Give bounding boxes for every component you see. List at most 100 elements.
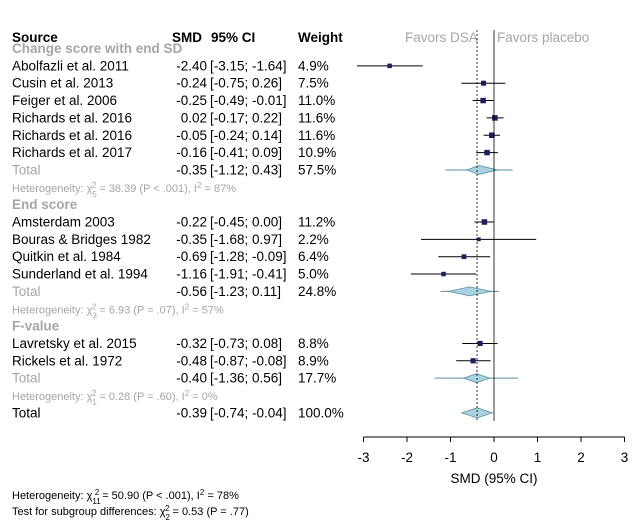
- study-point: [481, 219, 488, 225]
- study-name: Bouras & Bridges 1982: [12, 232, 151, 247]
- study-smd: -0.35: [176, 232, 207, 247]
- study-point: [484, 149, 490, 156]
- study-ci: [-1.91; -0.41]: [210, 267, 287, 282]
- subgroup-total-weight: 24.8%: [298, 284, 336, 299]
- het-df: 5: [92, 189, 97, 198]
- het-df: 3: [92, 311, 97, 320]
- footer-sub-text: = 0.53 (P = .77): [169, 506, 248, 518]
- study-smd: 0.02: [181, 110, 207, 125]
- study-smd: -0.69: [176, 249, 207, 264]
- footer-heterogeneity: Heterogeneity: χ112 = 50.90 (P < .001), …: [12, 488, 239, 506]
- study-weight: 11.6%: [298, 110, 335, 125]
- table-rows: Change score with end SD Abolfazli et al.…: [12, 41, 344, 420]
- study-point: [489, 132, 495, 139]
- study-name: Lavretsky et al. 2015: [12, 336, 137, 351]
- study-name: Richards et al. 2016: [12, 128, 132, 143]
- study-ci: [-0.24; 0.14]: [210, 128, 282, 143]
- study-name: Feiger et al. 2006: [12, 93, 117, 108]
- x-tick-label: 1: [534, 450, 542, 465]
- x-tick-label: -3: [357, 450, 369, 465]
- study-weight: 4.9%: [298, 58, 329, 73]
- study-weight: 5.0%: [298, 267, 329, 282]
- footer-sub-sup: 2: [165, 504, 170, 513]
- study-name: Cusin et al. 2013: [12, 76, 113, 91]
- subgroup-diamond: [462, 373, 491, 384]
- x-axis-label: SMD (95% CI): [450, 471, 537, 486]
- het-i2: = 57%: [189, 304, 224, 316]
- x-axis: -3 -2 -1 0 1 2 3: [357, 436, 629, 465]
- header-ci: 95% CI: [211, 30, 255, 45]
- study-ci: [-3.15; -1.64]: [210, 58, 287, 73]
- overall-diamond: [460, 407, 494, 419]
- study-weight: 7.5%: [298, 76, 329, 91]
- subgroup-total-ci: [-1.36; 0.56]: [210, 371, 282, 386]
- het-i2-sup: 2: [185, 302, 190, 311]
- x-tick-label: -2: [401, 450, 413, 465]
- overall-total-smd: -0.39: [176, 405, 207, 420]
- footer-het-sup: 2: [95, 488, 100, 497]
- favors-left-label: Favors DSA: [405, 30, 478, 45]
- het-text: = 6.93 (P = .07), I: [96, 304, 184, 316]
- x-tick-label: 3: [621, 450, 629, 465]
- study-point: [461, 254, 467, 260]
- subgroup-diamond: [465, 165, 498, 175]
- subgroup-total-weight: 57.5%: [298, 162, 336, 177]
- footer-het-df: 11: [92, 497, 101, 506]
- study-ci: [-0.45; 0.00]: [210, 215, 282, 230]
- subgroup-total-ci: [-1.12; 0.43]: [210, 162, 282, 177]
- het-prefix: Heterogeneity: χ: [12, 391, 93, 403]
- study-ci: [-0.17; 0.22]: [210, 110, 282, 125]
- study-name: Quitkin et al. 1984: [12, 249, 121, 264]
- het-prefix: Heterogeneity: χ: [12, 304, 93, 316]
- study-weight: 11.0%: [298, 93, 335, 108]
- group-heading: End score: [12, 197, 78, 212]
- overall-total-weight: 100.0%: [298, 405, 344, 420]
- footer-het-i2: = 78%: [204, 490, 239, 502]
- study-ci: [-0.73; 0.08]: [210, 336, 282, 351]
- footer-subgroup-test: Test for subgroup differences: χ22 = 0.5…: [12, 504, 249, 521]
- study-weight: 2.2%: [298, 232, 329, 247]
- study-name: Abolfazli et al. 2011: [12, 58, 129, 73]
- group-heading: F-value: [12, 319, 60, 334]
- subgroup-total-label: Total: [12, 371, 41, 386]
- study-name: Sunderland et al. 1994: [12, 267, 148, 282]
- het-i2: = 0%: [189, 391, 218, 403]
- group-heading: Change score with end SD: [12, 41, 183, 56]
- study-smd: -0.24: [176, 76, 207, 91]
- study-ci: [-1.28; -0.09]: [210, 249, 287, 264]
- study-weight: 8.8%: [298, 336, 329, 351]
- study-weight: 11.6%: [298, 128, 335, 143]
- forest-marks: [356, 30, 537, 421]
- het-i2: = 87%: [201, 183, 236, 195]
- study-name: Richards et al. 2017: [12, 145, 132, 160]
- study-point: [477, 340, 483, 347]
- het-prefix: Heterogeneity: χ: [12, 183, 93, 195]
- study-point: [476, 237, 481, 242]
- x-tick-label: 2: [577, 450, 585, 465]
- study-point: [481, 80, 487, 86]
- overall-total-label: Total: [12, 405, 41, 420]
- x-tick-label: 0: [490, 450, 498, 465]
- study-weight: 6.4%: [298, 249, 329, 264]
- study-name: Amsterdam 2003: [12, 215, 115, 230]
- subgroup-total-smd: -0.35: [176, 162, 207, 177]
- study-smd: -0.32: [176, 336, 207, 351]
- study-smd: -0.25: [176, 93, 207, 108]
- subgroup-total-label: Total: [12, 162, 41, 177]
- x-tick-label: -1: [444, 450, 456, 465]
- study-weight: 10.9%: [298, 145, 336, 160]
- study-ci: [-0.87; -0.08]: [210, 353, 287, 368]
- study-smd: -0.05: [176, 128, 207, 143]
- subgroup-diamond: [448, 286, 492, 297]
- study-ci: [-0.75; 0.26]: [210, 76, 282, 91]
- het-i2-sup: 2: [185, 389, 190, 398]
- subgroup-total-label: Total: [12, 284, 41, 299]
- footer-het-text: = 50.90 (P < .001), I: [99, 490, 200, 502]
- het-df: 1: [92, 398, 97, 407]
- het-sup: 2: [92, 180, 97, 189]
- het-text: = 38.39 (P < .001), I: [96, 183, 197, 195]
- study-smd: -0.22: [176, 215, 207, 230]
- het-sup: 2: [92, 302, 97, 311]
- study-smd: -2.40: [176, 58, 207, 73]
